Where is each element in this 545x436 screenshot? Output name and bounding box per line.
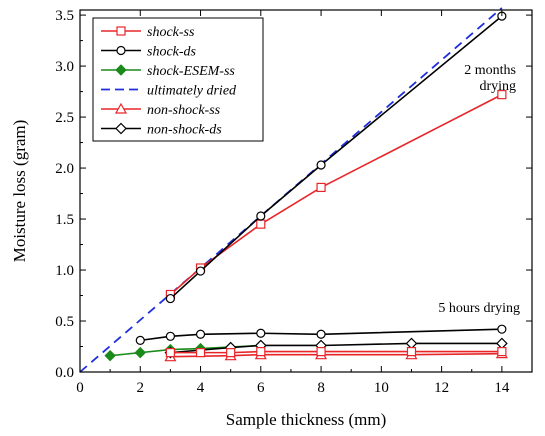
- data-point: [497, 90, 507, 100]
- data-point: [165, 331, 175, 341]
- data-point: [405, 337, 418, 350]
- legend-label: ultimately dried: [147, 84, 237, 99]
- data-point: [134, 346, 146, 359]
- data-point: [316, 347, 326, 357]
- data-point: [256, 328, 266, 338]
- data-point: [195, 266, 206, 276]
- series-non-shock-ss: [164, 347, 508, 362]
- series-shock-ds: [165, 11, 507, 304]
- legend-label: non-shock-ss: [147, 103, 221, 118]
- annotation-2-months: drying: [479, 79, 516, 94]
- series-line: [170, 350, 502, 354]
- series-line: [170, 352, 502, 358]
- legend-marker: [115, 64, 127, 76]
- legend-label: shock-ESEM-ss: [147, 64, 235, 79]
- data-point: [256, 211, 266, 221]
- data-point: [104, 349, 116, 362]
- y-tick-label: 3.0: [55, 59, 74, 75]
- data-point: [316, 329, 326, 339]
- legend-item: shock-ss: [101, 25, 195, 40]
- data-point: [316, 160, 326, 170]
- series-line: [170, 342, 502, 354]
- data-point: [496, 337, 508, 350]
- legend-item: non-shock-ss: [101, 102, 221, 118]
- data-point: [195, 348, 206, 358]
- x-tick-label: 6: [257, 380, 265, 396]
- y-tick-label: 1.5: [55, 212, 74, 228]
- x-tick-label: 4: [197, 380, 205, 396]
- legend-marker: [116, 26, 126, 36]
- axis-ticks: 0 2 4 6 8 10 12 14 0.0 0.5 1.0 1.5 2.0 2.5 3.0 3.5: [55, 8, 532, 396]
- legend-label: non-shock-ds: [147, 123, 222, 138]
- series-series-7: [165, 347, 507, 358]
- plot-area: [79, 7, 508, 373]
- data-point: [497, 347, 507, 357]
- x-tick-label: 10: [374, 380, 389, 396]
- y-tick-label: 0.0: [55, 365, 74, 381]
- data-point: [226, 348, 236, 358]
- data-point: [256, 347, 266, 357]
- x-tick-label: 14: [494, 380, 510, 396]
- series-series-6: [135, 324, 507, 345]
- data-point: [497, 324, 507, 334]
- y-axis-title: Moisture loss (gram): [10, 120, 29, 263]
- data-point: [195, 329, 206, 339]
- legend-item: ultimately dried: [101, 84, 237, 99]
- data-point: [256, 219, 266, 229]
- x-axis-title: Sample thickness (mm): [226, 410, 387, 429]
- legend-label: shock-ds: [147, 45, 197, 60]
- data-point: [316, 182, 326, 193]
- series-line: [140, 328, 502, 342]
- legend-marker: [116, 45, 126, 56]
- annotation-5-hours: 5 hours drying: [438, 301, 520, 316]
- x-tick-label: 2: [137, 380, 145, 396]
- data-point: [135, 335, 145, 345]
- y-tick-label: 2.0: [55, 161, 74, 177]
- x-tick-label: 12: [434, 380, 449, 396]
- y-tick-label: 1.0: [55, 263, 74, 279]
- legend-box: [92, 17, 264, 142]
- legend-item: non-shock-ds: [101, 123, 222, 138]
- y-tick-label: 3.5: [55, 8, 74, 24]
- legend: shock-ss shock-ds shock-ESEM-ss ultimately …: [92, 17, 264, 142]
- data-point: [165, 293, 175, 304]
- x-tick-label: 8: [317, 380, 325, 396]
- legend-label: shock-ss: [147, 25, 195, 40]
- legend-item: shock-ESEM-ss: [101, 64, 235, 79]
- data-point: [165, 348, 175, 358]
- annotation-2-months: 2 months: [464, 63, 516, 78]
- y-tick-label: 0.5: [55, 314, 74, 330]
- legend-marker: [115, 122, 127, 135]
- plot-frame: [79, 9, 533, 373]
- legend-marker: [114, 102, 128, 114]
- legend-item: shock-ds: [101, 45, 197, 60]
- y-tick-label: 2.5: [55, 110, 74, 126]
- x-tick-label: 0: [76, 380, 84, 396]
- data-point: [406, 347, 417, 357]
